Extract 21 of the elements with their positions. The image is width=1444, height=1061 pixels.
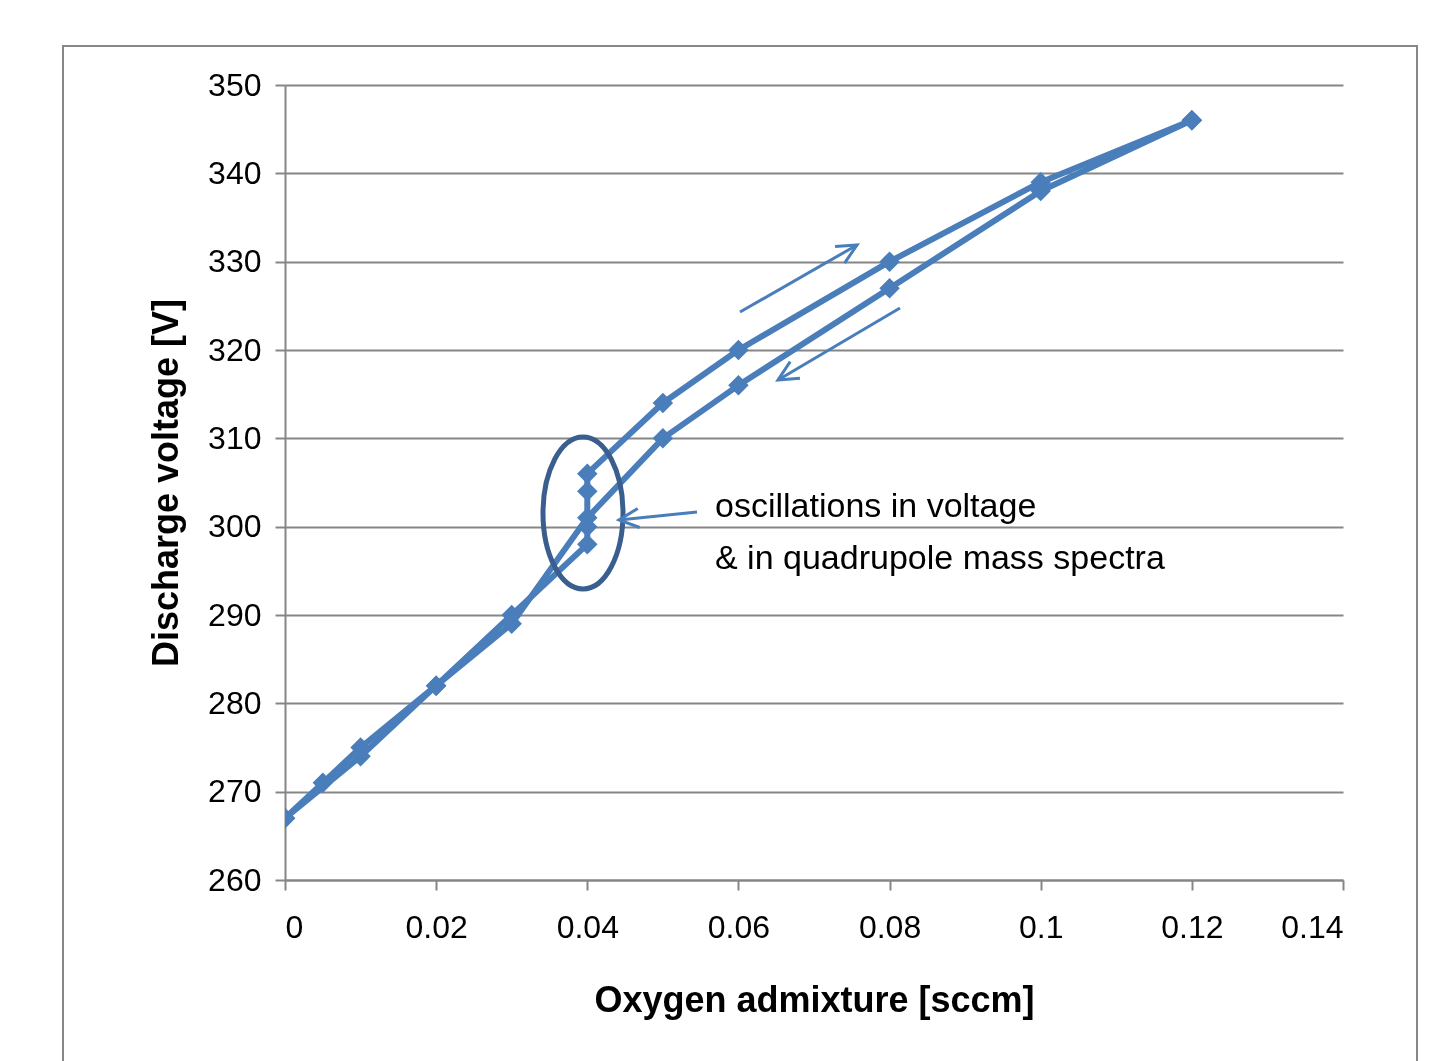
y-tick-label: 330 — [208, 243, 262, 280]
y-tick-label: 270 — [208, 773, 262, 810]
x-tick-label: 0 — [285, 908, 304, 945]
x-tick-label: 0.04 — [556, 908, 619, 945]
y-tick-label: 320 — [208, 331, 262, 368]
x-tick-label: 0.08 — [858, 908, 922, 945]
x-tick-label: 0.14 — [1281, 908, 1344, 945]
x-tick-label: 0.1 — [1018, 908, 1064, 945]
y-tick-label: 340 — [208, 154, 262, 191]
y-tick-label: 290 — [208, 596, 262, 633]
y-tick-label: 300 — [208, 508, 262, 545]
x-axis-title: Oxygen admixture [sccm] — [594, 978, 1035, 1020]
x-tick-label: 0.02 — [405, 908, 468, 945]
y-tick-label: 280 — [208, 684, 262, 721]
y-tick-label: 350 — [208, 66, 262, 103]
y-tick-label: 260 — [208, 861, 262, 898]
x-tick-label: 0.12 — [1161, 908, 1224, 945]
x-tick-label: 0.06 — [707, 908, 771, 945]
annotation: oscillations in voltage & in quadrupole mass spectra — [715, 486, 1165, 576]
y-tick-label: 310 — [208, 419, 262, 456]
y-axis-title: Discharge voltage [V] — [145, 298, 187, 668]
